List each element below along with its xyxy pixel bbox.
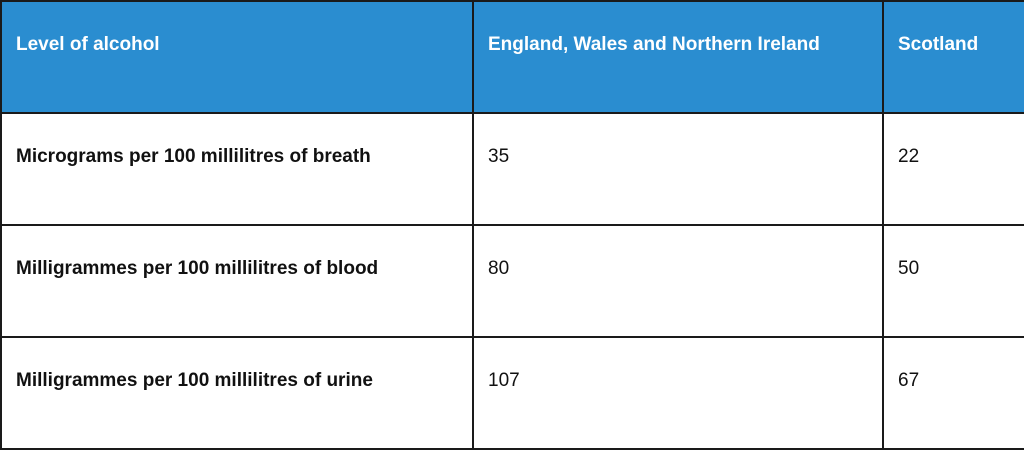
value-cell: 50 [882, 224, 1024, 338]
header-cell: Scotland [882, 0, 1024, 114]
header-row: Level of alcohol England, Wales and Nort… [0, 0, 1024, 114]
table-header: Level of alcohol England, Wales and Nort… [0, 0, 1024, 114]
row-label: Milligrammes per 100 millilitres of urin… [0, 336, 474, 450]
value-cell: 22 [882, 112, 1024, 226]
value-cell: 107 [472, 336, 884, 450]
table-row: Milligrammes per 100 millilitres of urin… [0, 336, 1024, 450]
table-body: Micrograms per 100 millilitres of breath… [0, 112, 1024, 450]
value-cell: 67 [882, 336, 1024, 450]
table-row: Milligrammes per 100 millilitres of bloo… [0, 224, 1024, 338]
row-label: Micrograms per 100 millilitres of breath [0, 112, 474, 226]
value-cell: 35 [472, 112, 884, 226]
value-cell: 80 [472, 224, 884, 338]
header-cell: Level of alcohol [0, 0, 474, 114]
table-row: Micrograms per 100 millilitres of breath… [0, 112, 1024, 226]
row-label: Milligrammes per 100 millilitres of bloo… [0, 224, 474, 338]
header-cell: England, Wales and Northern Ireland [472, 0, 884, 114]
